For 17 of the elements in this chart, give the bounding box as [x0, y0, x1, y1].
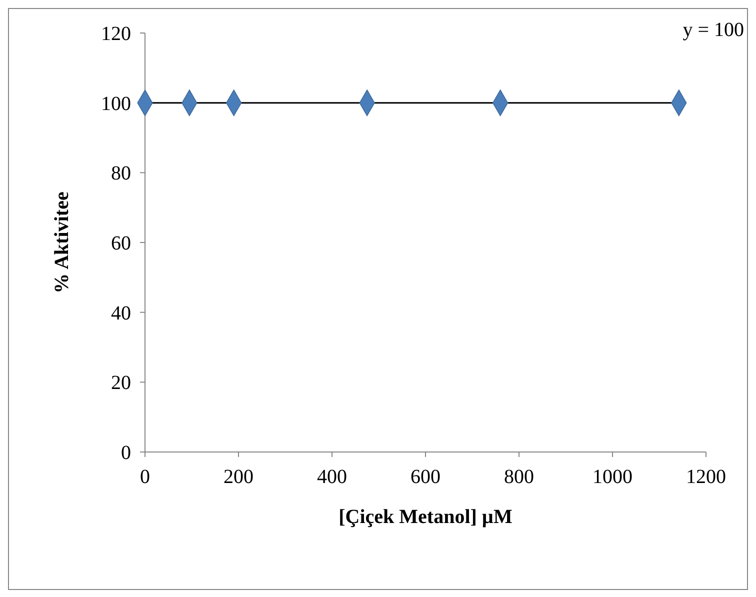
x-tick-label: 0 [140, 466, 150, 488]
x-axis-title: [Çiçek Metanol] µM [338, 506, 512, 528]
y-tick-label: 40 [111, 302, 131, 324]
x-tick-label: 200 [224, 466, 254, 488]
y-tick-label: 80 [111, 162, 131, 185]
x-tick-label: 800 [504, 466, 534, 488]
x-tick-label: 1200 [686, 466, 726, 488]
y-tick-label: 20 [111, 372, 131, 394]
x-tick-label: 1000 [592, 466, 632, 488]
y-axis-title: % Aktivitee [51, 192, 73, 294]
x-tick-label: 600 [410, 466, 440, 488]
annotation: y = 100 [682, 19, 744, 41]
y-tick-label: 120 [101, 23, 131, 45]
y-tick-label: 0 [121, 442, 131, 464]
y-tick-label: 100 [101, 92, 131, 115]
y-tick-label: 60 [111, 232, 131, 254]
x-tick-label: 400 [317, 466, 347, 488]
